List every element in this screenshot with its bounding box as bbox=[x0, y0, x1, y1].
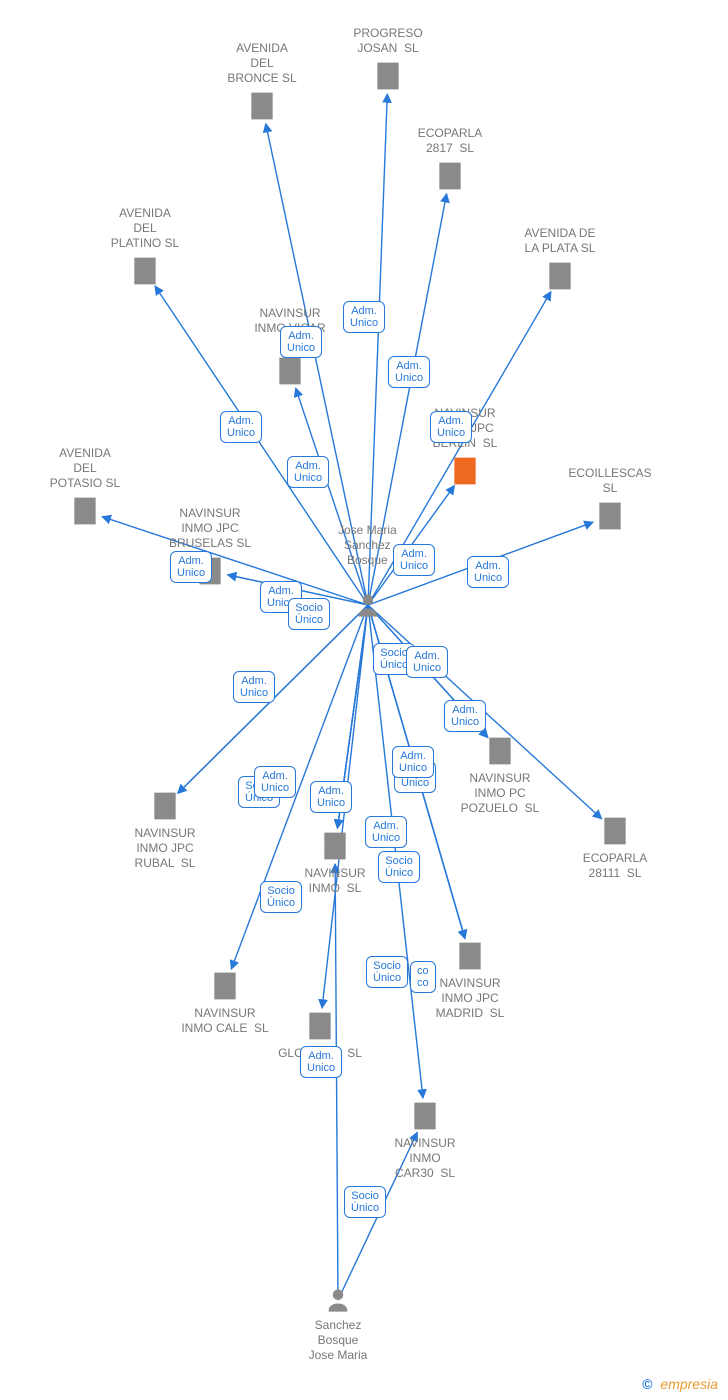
edge-badge: Adm.Unico bbox=[233, 671, 275, 703]
building-label: NAVINSURINMO PCPOZUELO SL bbox=[461, 771, 540, 816]
building-label: PROGRESOJOSAN SL bbox=[353, 26, 422, 56]
edge-badge: Adm.Unico bbox=[343, 301, 385, 333]
edge-badge: Adm.Unico bbox=[444, 700, 486, 732]
building-label: NAVINSURINMO SL bbox=[304, 866, 365, 896]
building-cale[interactable]: NAVINSURINMO CALE SL bbox=[175, 970, 275, 1036]
edge-badge: Adm.Unico bbox=[388, 356, 430, 388]
building-laplata[interactable]: AVENIDA DELA PLATA SL bbox=[510, 226, 610, 292]
building-label: AVENIDA DELA PLATA SL bbox=[524, 226, 595, 256]
edge-badge: Adm.Unico bbox=[430, 411, 472, 443]
building-platino[interactable]: AVENIDADELPLATINO SL bbox=[95, 206, 195, 287]
edge-badge: Adm.Unico bbox=[280, 326, 322, 358]
building-pozuelo[interactable]: NAVINSURINMO PCPOZUELO SL bbox=[450, 735, 550, 816]
person-secondary[interactable]: SanchezBosqueJose Maria bbox=[288, 1286, 388, 1367]
building-label: AVENIDADELBRONCE SL bbox=[227, 41, 296, 86]
edge-badge: Adm.Unico bbox=[254, 766, 296, 798]
edge-badge: SocioÚnico bbox=[344, 1186, 386, 1218]
edge-badge: Adm.Unico bbox=[220, 411, 262, 443]
edge-badge-fragment: coco bbox=[410, 961, 436, 993]
building-label: NAVINSURINMO JPCBRUSELAS SL bbox=[169, 506, 251, 551]
building-label: NAVINSURINMO JPCMADRID SL bbox=[436, 976, 505, 1021]
building-ecoparla28111[interactable]: ECOPARLA28111 SL bbox=[565, 815, 665, 881]
building-label: NAVINSURINMO JPCRUBAL SL bbox=[134, 826, 195, 871]
building-label: ECOPARLA2817 SL bbox=[418, 126, 482, 156]
building-ecoillescas[interactable]: ECOILLESCASSL bbox=[560, 466, 660, 532]
person-center[interactable] bbox=[354, 591, 382, 619]
building-label: AVENIDADELPLATINO SL bbox=[111, 206, 179, 251]
building-car30[interactable]: NAVINSURINMOCAR30 SL bbox=[375, 1100, 475, 1181]
edge-badge: Adm.Unico bbox=[365, 816, 407, 848]
copyright-symbol: © bbox=[642, 1376, 652, 1392]
edge-badge: Adm.Unico bbox=[406, 646, 448, 678]
building-label: NAVINSURINMOCAR30 SL bbox=[394, 1136, 455, 1181]
building-bronce[interactable]: AVENIDADELBRONCE SL bbox=[212, 41, 312, 122]
brand-name: empresia bbox=[660, 1376, 718, 1392]
network-diagram: { "canvas": { "width": 728, "height": 14… bbox=[0, 0, 728, 1400]
watermark: © empresia bbox=[642, 1376, 718, 1392]
edge-badge: Adm.Unico bbox=[170, 551, 212, 583]
person-center-label: Jose MariaSanchezBosque bbox=[338, 523, 397, 568]
building-ecoparla2817[interactable]: ECOPARLA2817 SL bbox=[400, 126, 500, 192]
edge-badge: SocioÚnico bbox=[366, 956, 408, 988]
building-potasio[interactable]: AVENIDADELPOTASIO SL bbox=[35, 446, 135, 527]
edge bbox=[296, 388, 368, 605]
edge-badge: Adm.Unico bbox=[393, 544, 435, 576]
edge-badge: Adm.Unico bbox=[300, 1046, 342, 1078]
edge-badge: Adm.Unico bbox=[287, 456, 329, 488]
edge-badge: SocioÚnico bbox=[378, 851, 420, 883]
edge-badge: SocioÚnico bbox=[260, 881, 302, 913]
edge bbox=[335, 864, 338, 1300]
building-progreso[interactable]: PROGRESOJOSAN SL bbox=[338, 26, 438, 92]
building-label: ECOILLESCASSL bbox=[568, 466, 651, 496]
edge-badge: Adm.Unico bbox=[467, 556, 509, 588]
edge-badge: SocioÚnico bbox=[288, 598, 330, 630]
building-label: AVENIDADELPOTASIO SL bbox=[50, 446, 120, 491]
building-label: ECOPARLA28111 SL bbox=[583, 851, 647, 881]
building-rubal[interactable]: NAVINSURINMO JPCRUBAL SL bbox=[115, 790, 215, 871]
person-label: SanchezBosqueJose Maria bbox=[309, 1318, 368, 1363]
edge-badge: Adm.Unico bbox=[392, 746, 434, 778]
building-label: NAVINSURINMO CALE SL bbox=[181, 1006, 268, 1036]
edge-badge: Adm.Unico bbox=[310, 781, 352, 813]
